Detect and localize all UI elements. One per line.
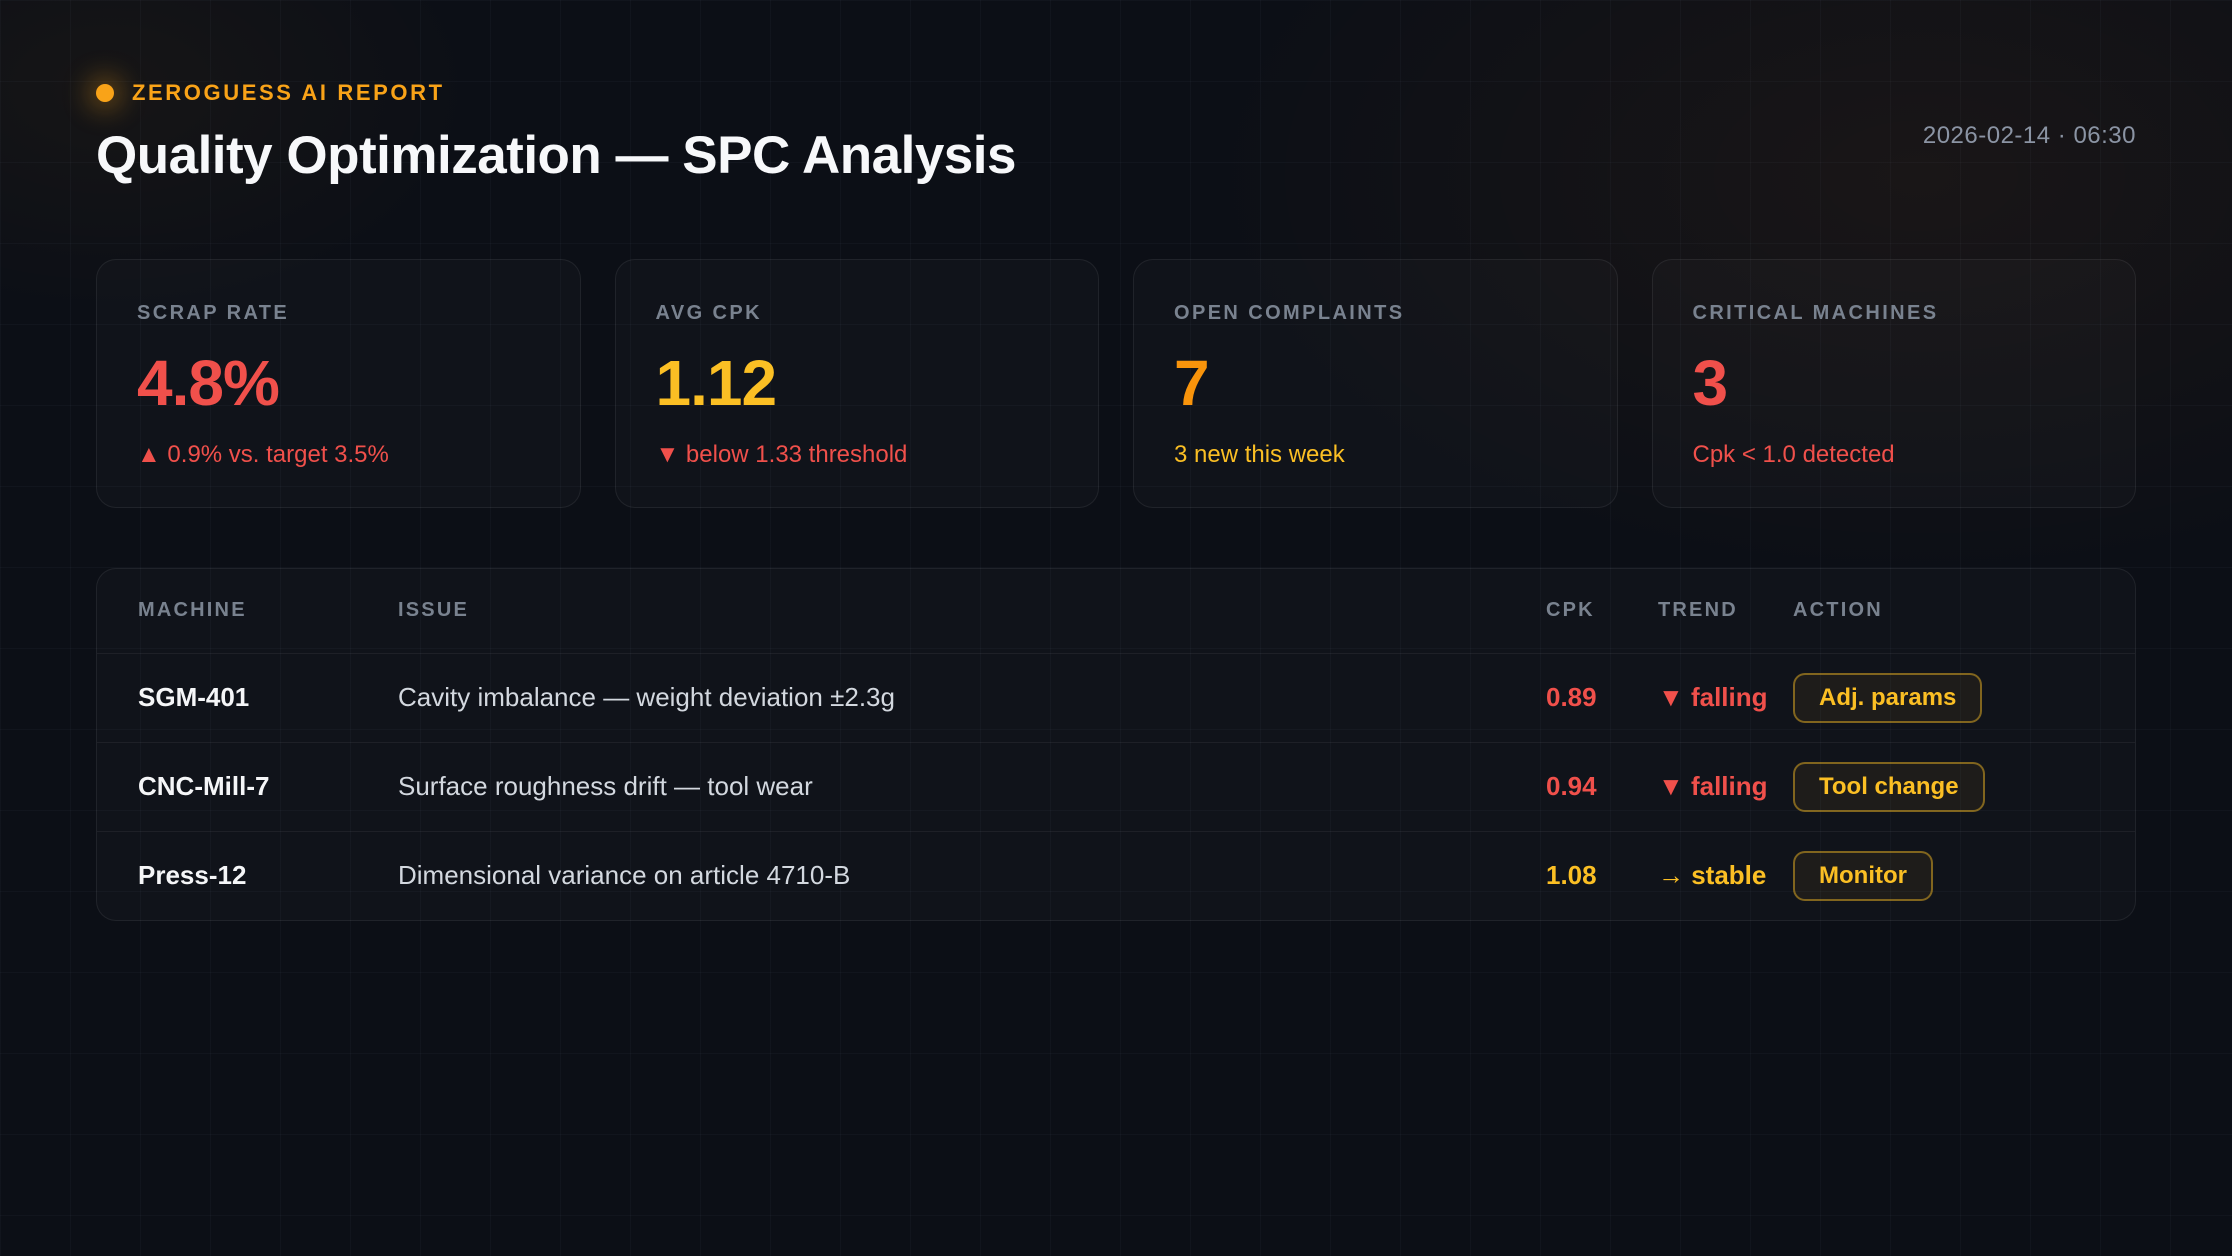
table-header-row: MACHINE ISSUE CPK TREND ACTION: [97, 569, 2135, 653]
issue-description: Cavity imbalance — weight deviation ±2.3…: [398, 682, 895, 713]
badge-label: ZEROGUESS AI REPORT: [132, 80, 445, 105]
report-badge: ZEROGUESS AI REPORT: [96, 80, 2136, 106]
cpk-value: 0.94: [1546, 771, 1597, 802]
adjust-params-button[interactable]: Adj. params: [1793, 672, 1983, 723]
column-header-issue: ISSUE: [398, 599, 470, 622]
kpi-subtext: ▲ 0.9% vs. target 3.5%: [137, 440, 389, 468]
issue-description: Dimensional variance on article 4710-B: [398, 860, 851, 891]
machine-name: SGM-401: [138, 682, 250, 713]
page-title: Quality Optimization — SPC Analysis: [96, 126, 1017, 185]
kpi-card-open-complaints: OPEN COMPLAINTS 7 3 new this week: [1133, 258, 1618, 508]
kpi-label: OPEN COMPLAINTS: [1174, 301, 1405, 324]
cpk-value: 0.89: [1546, 682, 1597, 713]
column-header-machine: MACHINE: [138, 599, 247, 622]
cpk-value: 1.08: [1546, 860, 1597, 891]
machine-name: Press-12: [138, 860, 247, 891]
monitor-button[interactable]: Monitor: [1793, 850, 1933, 901]
kpi-value: 3: [1692, 346, 1729, 419]
column-header-trend: TREND: [1658, 599, 1738, 622]
machine-name: CNC-Mill-7: [138, 771, 270, 802]
table-row: CNC-Mill-7 Surface roughness drift — too…: [97, 741, 2135, 831]
report-datetime: 2026-02-14 · 06:30: [1922, 122, 2136, 149]
kpi-grid: SCRAP RATE 4.8% ▲ 0.9% vs. target 3.5% A…: [96, 258, 2136, 508]
action-cell: Tool change: [1793, 761, 2094, 812]
column-header-cpk: CPK: [1546, 599, 1595, 622]
kpi-subtext: 3 new this week: [1174, 440, 1345, 468]
report-header: ZEROGUESS AI REPORT Quality Optimization…: [96, 80, 2136, 187]
trend-indicator: → stable: [1658, 860, 1767, 891]
column-header-action: ACTION: [1793, 599, 1883, 622]
report-page: ZEROGUESS AI REPORT Quality Optimization…: [96, 80, 2136, 921]
kpi-card-critical-machines: CRITICAL MACHINES 3 Cpk < 1.0 detected: [1651, 258, 2136, 508]
kpi-subtext: ▼ below 1.33 threshold: [655, 440, 908, 468]
kpi-card-avg-cpk: AVG CPK 1.12 ▼ below 1.33 threshold: [614, 258, 1099, 508]
kpi-subtext: Cpk < 1.0 detected: [1692, 440, 1895, 468]
action-cell: Adj. params: [1793, 672, 2094, 723]
kpi-value: 4.8%: [137, 346, 280, 419]
kpi-card-scrap-rate: SCRAP RATE 4.8% ▲ 0.9% vs. target 3.5%: [96, 258, 581, 508]
kpi-value: 1.12: [655, 346, 778, 419]
table-row: Press-12 Dimensional variance on article…: [97, 830, 2135, 920]
trend-indicator: ▼ falling: [1658, 682, 1768, 713]
issue-description: Surface roughness drift — tool wear: [398, 771, 813, 802]
kpi-label: AVG CPK: [655, 301, 762, 324]
kpi-value: 7: [1174, 346, 1210, 419]
action-cell: Monitor: [1793, 850, 2094, 901]
tool-change-button[interactable]: Tool change: [1793, 761, 1985, 812]
kpi-label: CRITICAL MACHINES: [1692, 301, 1939, 324]
kpi-label: SCRAP RATE: [137, 301, 290, 324]
status-dot-icon: [96, 84, 114, 102]
trend-indicator: ▼ falling: [1658, 771, 1768, 802]
machines-table: MACHINE ISSUE CPK TREND ACTION SGM-401 C…: [96, 567, 2136, 921]
table-row: SGM-401 Cavity imbalance — weight deviat…: [97, 652, 2135, 742]
